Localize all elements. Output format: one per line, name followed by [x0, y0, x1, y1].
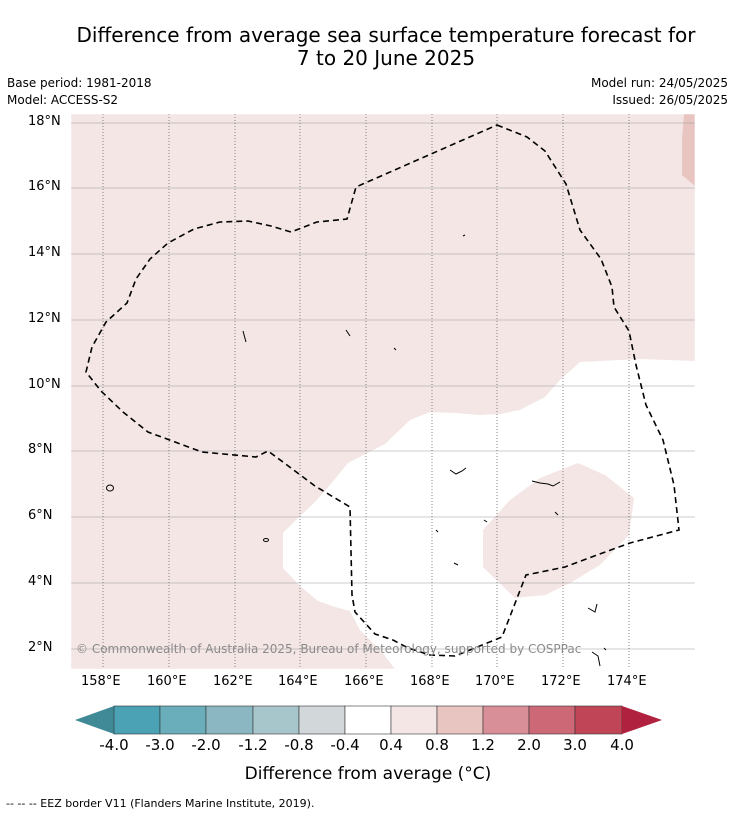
colorbar-swatch [298, 705, 346, 735]
colorbar-tick-label: -0.4 [330, 736, 360, 754]
longitude-label: 164°E [278, 674, 318, 689]
colorbar-swatch [159, 705, 207, 735]
island [263, 538, 269, 542]
longitude-label: 166°E [344, 674, 384, 689]
colorbar-tick-label: -0.8 [284, 736, 314, 754]
eez-footnote: -- -- -- EEZ border V11 (Flanders Marine… [6, 797, 315, 810]
base-period-label: Base period: 1981-2018 [7, 76, 152, 90]
colorbar-tick-label: 2.0 [517, 736, 541, 754]
island [554, 511, 559, 516]
colorbar-tick-label: 3.0 [563, 736, 587, 754]
colorbar-tick-label: -2.0 [191, 736, 221, 754]
title-line-1: Difference from average sea surface temp… [76, 23, 696, 47]
colorbar-tick-label: 4.0 [610, 736, 634, 754]
island [449, 467, 467, 475]
warmer-patch-northeast [682, 114, 695, 186]
neutral-region [283, 359, 695, 669]
title-line-2: 7 to 20 June 2025 [296, 46, 476, 70]
longitude-label: 172°E [541, 674, 581, 689]
latitude-label: 4°N [28, 574, 53, 589]
island [393, 347, 397, 351]
island [462, 234, 466, 237]
colorbar-tick-label: 0.8 [425, 736, 449, 754]
latitude-label: 6°N [28, 508, 53, 523]
island [106, 484, 114, 492]
model-run-label: Model run: 24/05/2025 [590, 76, 728, 90]
colorbar [75, 705, 662, 735]
longitude-label: 174°E [607, 674, 647, 689]
colorbar-swatch [390, 705, 438, 735]
anomaly-field [71, 114, 695, 669]
colorbar-swatch [252, 705, 300, 735]
copyright-notice: © Commonwealth of Australia 2025, Bureau… [76, 642, 582, 656]
colorbar-tick-label: -1.2 [238, 736, 268, 754]
map-frame [70, 113, 696, 670]
eez-border [85, 124, 680, 657]
colorbar-swatch [482, 705, 530, 735]
island [587, 603, 598, 613]
colorbar-boxes [113, 705, 623, 735]
island [242, 330, 247, 343]
latitude-label: 14°N [28, 245, 61, 260]
colorbar-swatch [528, 705, 576, 735]
island [591, 651, 601, 667]
colorbar-swatch [436, 705, 484, 735]
issued-label: Issued: 26/05/2025 [612, 93, 728, 107]
longitude-label: 160°E [147, 674, 187, 689]
colorbar-tick-label: -3.0 [145, 736, 175, 754]
island [531, 480, 561, 487]
model-label: Model: ACCESS-S2 [7, 93, 119, 107]
colorbar-swatch [344, 705, 392, 735]
island [435, 529, 439, 533]
latitude-label: 12°N [28, 311, 61, 326]
island [345, 329, 351, 337]
latitude-label: 18°N [28, 114, 61, 129]
latitude-label: 10°N [28, 377, 61, 392]
warm-patch-south [483, 463, 634, 598]
latitude-label: 8°N [28, 442, 53, 457]
colorbar-tick-label: 0.4 [379, 736, 403, 754]
islands [106, 234, 607, 667]
colorbar-title: Difference from average (°C) [244, 764, 492, 784]
longitude-label: 158°E [81, 674, 121, 689]
island [483, 519, 488, 523]
longitude-label: 162°E [213, 674, 253, 689]
graticule [71, 114, 695, 669]
colorbar-swatch [205, 705, 254, 735]
colorbar-extend-low [75, 706, 114, 734]
colorbar-extend-high [622, 706, 662, 734]
colorbar-tick-label: 1.2 [471, 736, 495, 754]
colorbar-tick-label: -4.0 [99, 736, 129, 754]
colorbar-swatch [113, 705, 161, 735]
latitude-label: 2°N [28, 640, 53, 655]
latitude-label: 16°N [28, 179, 61, 194]
island [603, 647, 607, 651]
longitude-label: 168°E [410, 674, 450, 689]
island [453, 562, 459, 566]
colorbar-swatch [574, 705, 623, 735]
longitude-label: 170°E [475, 674, 515, 689]
